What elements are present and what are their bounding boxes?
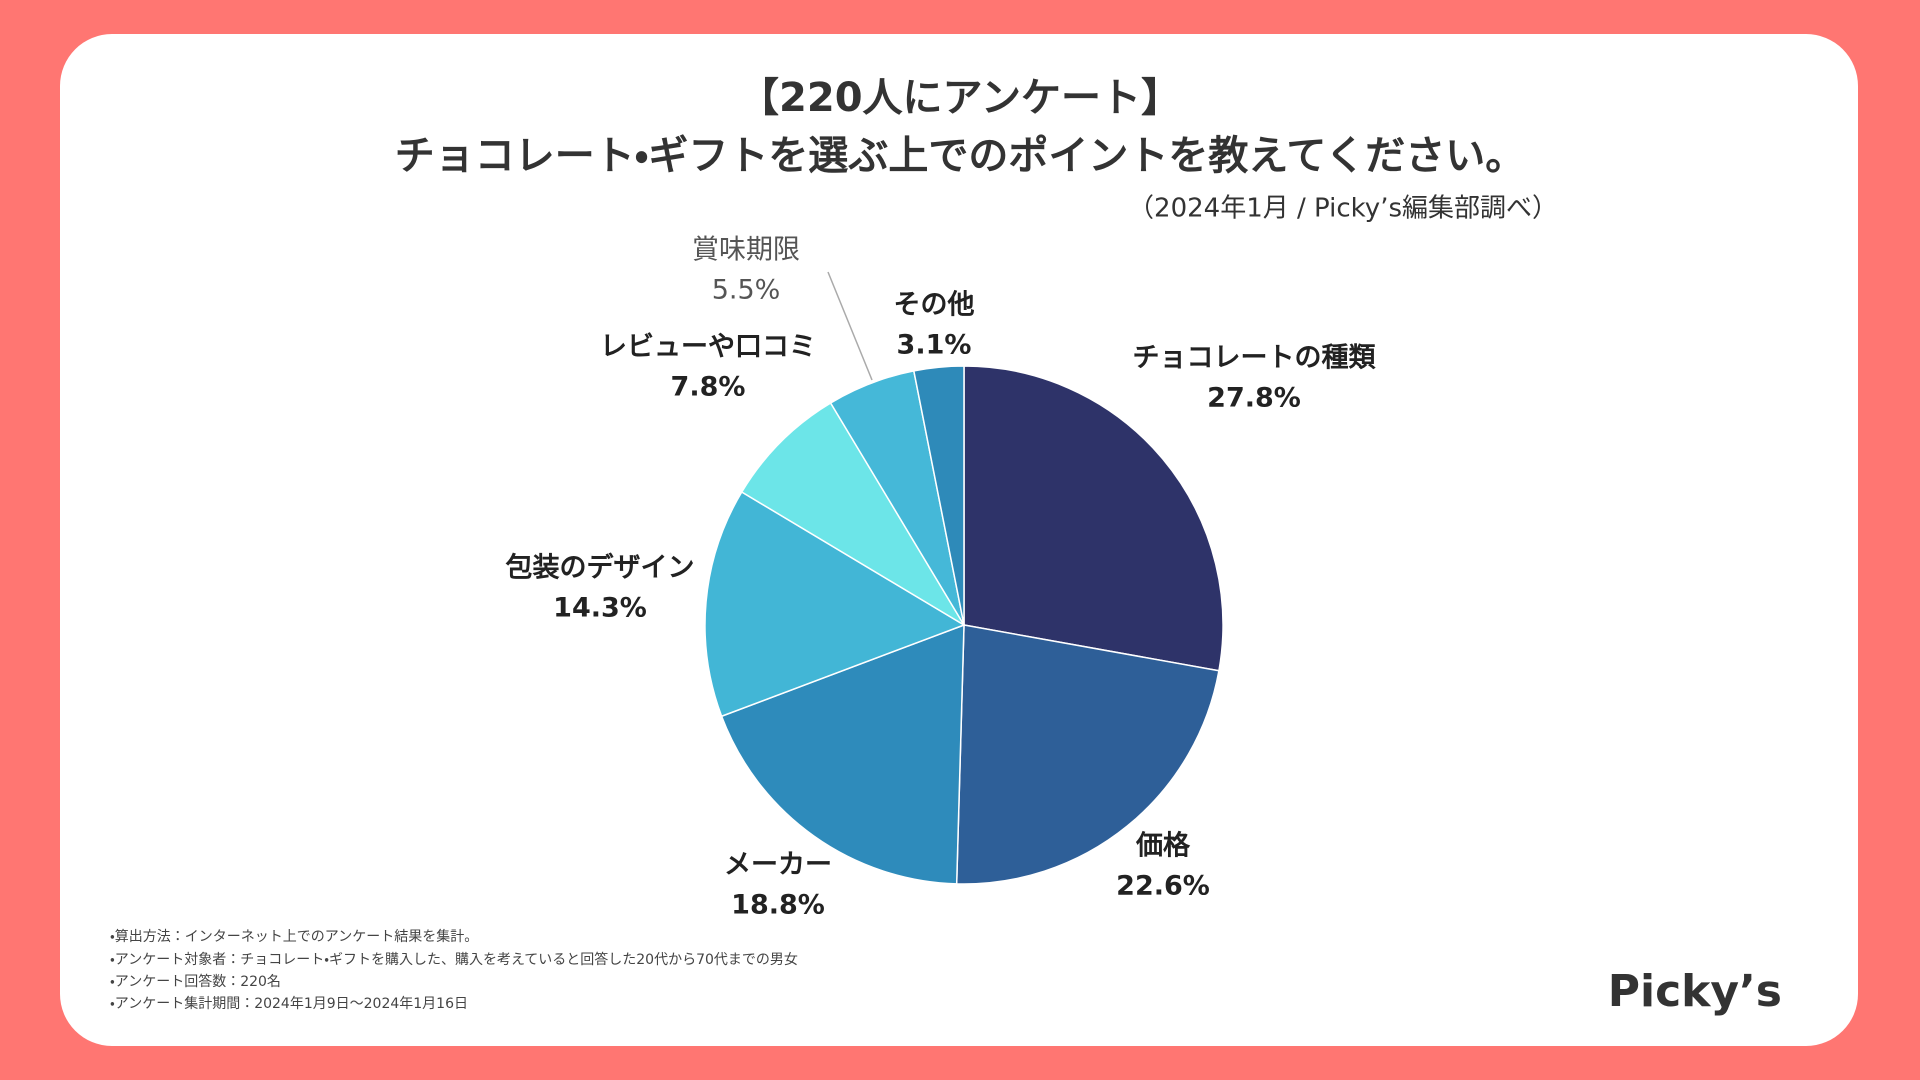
value-label: 22.6%: [1116, 871, 1210, 902]
logo: Picky’s: [1608, 966, 1782, 1017]
value-label: 14.3%: [553, 593, 647, 624]
value-label: 18.8%: [731, 890, 825, 921]
note: ・アンケート回答数：220名: [110, 973, 281, 990]
note: ・アンケート集計期間：2024年1月9日〜2024年1月16日: [110, 996, 468, 1012]
slice-label: チョコレートの種類: [1133, 343, 1377, 374]
pie-slice: [720, 623, 965, 885]
pie-slice: [704, 490, 966, 718]
value-label: 5.5%: [712, 275, 781, 306]
slice-label: 価格: [1135, 831, 1191, 862]
slice-label: メーカー: [724, 850, 832, 881]
slice-label: その他: [894, 290, 975, 321]
slice-label: 賞味期限: [692, 235, 800, 266]
chart-subtitle: （2024年1月 / Picky’s編集部調べ）: [1128, 194, 1558, 224]
pie-slice: [955, 624, 1220, 885]
slice-label: 包装のデザイン: [506, 552, 695, 584]
value-label: 7.8%: [671, 372, 746, 403]
pie-slice: [963, 365, 1224, 672]
pie-slice: [740, 401, 965, 626]
chart-title: 【220人にアンケート】: [739, 75, 1181, 121]
value-label: 3.1%: [897, 330, 972, 361]
pie-slice: [912, 365, 965, 626]
leader-line: [827, 271, 873, 381]
value-label: 27.8%: [1207, 383, 1301, 414]
note: ・アンケート対象者：チョコレート・ギフトを購入した、購入を考えていると回答した2…: [110, 951, 798, 968]
chart-title: チョコレート・ギフトを選ぶ上でのポイントを教えてください。: [395, 133, 1525, 179]
note: ・算出方法：インターネット上でのアンケート結果を集計。: [110, 929, 478, 945]
slice-label: レビューや口コミ: [600, 332, 816, 363]
